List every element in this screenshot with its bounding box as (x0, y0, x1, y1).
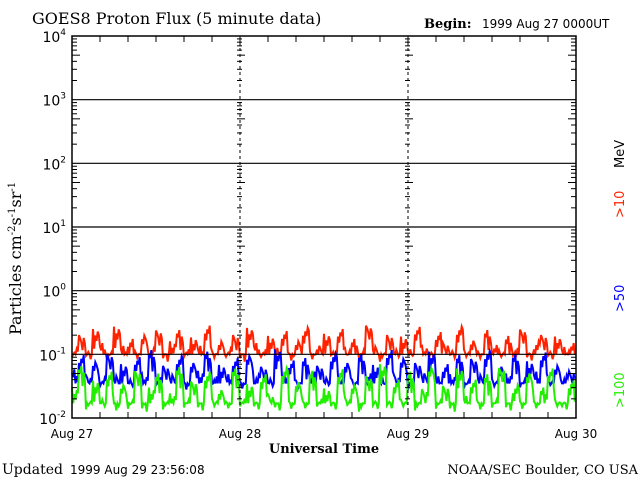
y-tick-exponent: 4 (60, 28, 66, 38)
x-tick-label: Aug 28 (219, 427, 262, 441)
grid-layer (71, 35, 577, 419)
updated-label: Updated (2, 462, 63, 478)
y-tick-base: 10 (39, 348, 57, 364)
y-tick-base: 10 (42, 94, 60, 110)
y-tick-base: 10 (42, 285, 60, 301)
y-tick-exponent: 2 (60, 155, 66, 165)
begin-value: 1999 Aug 27 0000UT (482, 17, 610, 31)
y-tick-base: 10 (42, 30, 60, 46)
y-tick-base: 10 (39, 412, 57, 428)
legend-gt10: >10 (613, 191, 628, 218)
y-axis-label-s: s (6, 217, 25, 225)
y-tick-label: 101 (42, 219, 66, 237)
y-axis-label-exp: -2 (7, 225, 18, 235)
y-tick-exponent: -1 (57, 346, 66, 356)
y-tick-exponent: -2 (57, 410, 66, 420)
y-tick-exponent: 1 (60, 219, 66, 229)
y-tick-label: 10-2 (39, 410, 66, 428)
y-tick-base: 10 (42, 157, 60, 173)
credit-text: NOAA/SEC Boulder, CO USA (447, 463, 638, 478)
series-layer (71, 322, 576, 412)
y-axis-label: Particles cm-2s-1sr-1 (6, 182, 25, 335)
y-axis-label-exp: -1 (7, 208, 18, 218)
x-tick-label: Aug 29 (387, 427, 430, 441)
legend-unit-mev: MeV (613, 140, 628, 168)
x-tick-label: Aug 27 (51, 427, 94, 441)
begin-label: Begin: (424, 17, 472, 32)
y-tick-label: 104 (42, 28, 66, 46)
y-axis-label-sr: sr (6, 191, 25, 207)
series-line-gt10 (71, 322, 576, 362)
y-tick-base: 10 (42, 221, 60, 237)
y-tick-exponent: 3 (60, 92, 66, 102)
x-axis-label: Universal Time (269, 442, 379, 457)
y-tick-label: 100 (42, 283, 66, 301)
series-line-gt100 (71, 364, 576, 412)
y-axis-label-main: Particles cm (6, 235, 25, 335)
x-tick-label: Aug 30 (555, 427, 598, 441)
y-tick-label: 102 (42, 155, 66, 173)
y-tick-label: 10-1 (39, 346, 66, 364)
updated-value: 1999 Aug 29 23:56:08 (70, 463, 205, 477)
y-tick-exponent: 0 (60, 283, 66, 293)
y-tick-label: 103 (42, 92, 66, 110)
x-tick-labels: Aug 27 Aug 28 Aug 29 Aug 30 (51, 427, 598, 441)
y-axis-label-exp: -1 (7, 182, 18, 192)
legend-gt100: >100 (613, 372, 628, 408)
legend-gt50: >50 (613, 285, 628, 312)
chart-title: GOES8 Proton Flux (5 minute data) (32, 9, 321, 28)
